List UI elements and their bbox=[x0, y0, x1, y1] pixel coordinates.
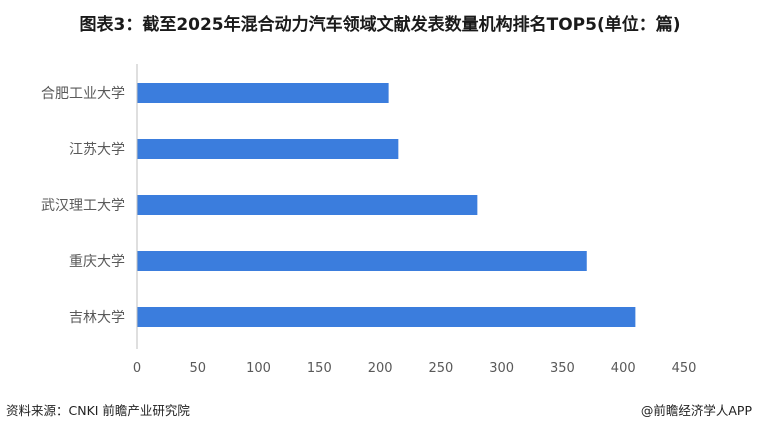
bar-4 bbox=[137, 307, 636, 327]
bar-1 bbox=[137, 139, 399, 159]
category-label-4: 吉林大学 bbox=[69, 310, 125, 326]
x-tick-label-1: 50 bbox=[190, 361, 207, 376]
category-label-1: 江苏大学 bbox=[69, 142, 125, 158]
x-tick-label-0: 0 bbox=[133, 361, 141, 376]
source-note: 资料来源：CNKI 前瞻产业研究院 bbox=[6, 403, 190, 418]
category-label-2: 武汉理工大学 bbox=[41, 198, 125, 214]
bar-0 bbox=[137, 83, 389, 103]
x-tick-label-6: 300 bbox=[489, 361, 514, 376]
chart-title: 图表3：截至2025年混合动力汽车领域文献发表数量机构排名TOP5(单位：篇) bbox=[79, 15, 681, 35]
x-tick-label-2: 100 bbox=[246, 361, 271, 376]
x-tick-labels: 0 50 100 150 200 250 300 350 400 450 bbox=[133, 361, 697, 376]
bars-group bbox=[137, 83, 636, 327]
x-tick-label-3: 150 bbox=[307, 361, 332, 376]
x-tick-label-7: 350 bbox=[550, 361, 575, 376]
x-tick-label-4: 200 bbox=[368, 361, 393, 376]
bar-2 bbox=[137, 195, 478, 215]
category-label-0: 合肥工业大学 bbox=[41, 86, 125, 102]
brand-note: @前瞻经济学人APP bbox=[640, 403, 752, 418]
bar-3 bbox=[137, 251, 587, 271]
x-tick-label-5: 250 bbox=[428, 361, 453, 376]
x-tick-label-8: 400 bbox=[611, 361, 636, 376]
category-label-3: 重庆大学 bbox=[69, 254, 125, 270]
x-tick-label-9: 450 bbox=[672, 361, 697, 376]
